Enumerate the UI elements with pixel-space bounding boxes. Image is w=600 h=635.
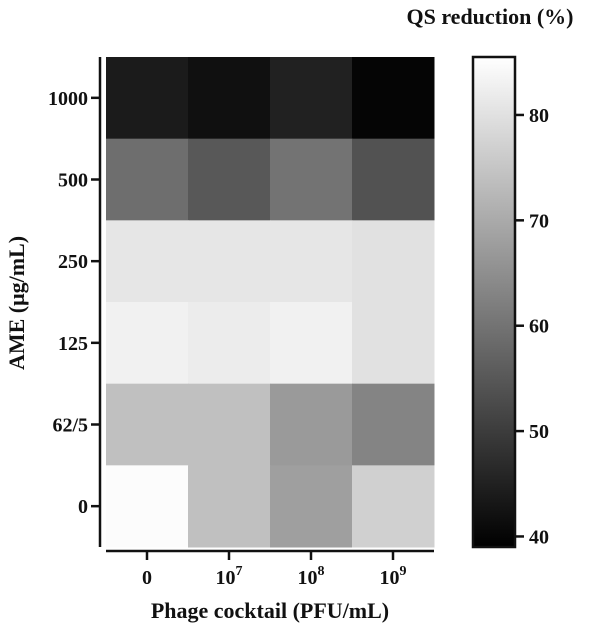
- heatmap-cell: [188, 138, 271, 221]
- heatmap-cell: [270, 302, 353, 385]
- heatmap-cell: [106, 57, 189, 140]
- heatmap-cell: [188, 57, 271, 140]
- heatmap-cell: [352, 465, 435, 548]
- colorbar-tick-label: 80: [529, 105, 549, 127]
- y-tick-label: 500: [58, 170, 88, 192]
- y-tick-label: 250: [58, 251, 88, 273]
- colorbar-tick-label: 70: [529, 210, 549, 232]
- x-tick-label: 107: [216, 564, 243, 589]
- heatmap-cell: [106, 138, 189, 221]
- heatmap-cell: [188, 383, 271, 466]
- heatmap-cell: [188, 465, 271, 548]
- heatmap-cell: [188, 302, 271, 385]
- y-axis-label: AME (μg/mL): [4, 236, 29, 370]
- y-tick-label: 0: [78, 496, 88, 518]
- heatmap-cell: [188, 220, 271, 303]
- heatmap-cell: [270, 138, 353, 221]
- heatmap-cell: [352, 57, 435, 140]
- heatmap-cell: [270, 57, 353, 140]
- x-tick-label: 109: [380, 564, 407, 589]
- heatmap-cells: [106, 57, 435, 548]
- heatmap-cell: [106, 383, 189, 466]
- heatmap-cell: [352, 220, 435, 303]
- heatmap-cell: [270, 383, 353, 466]
- y-tick-label: 1000: [48, 88, 88, 110]
- y-tick-label: 62/5: [52, 415, 88, 437]
- axes: 0 107 108 109 1000 500 250 125 62/5 0: [48, 57, 434, 589]
- heatmap-cell: [352, 383, 435, 466]
- heatmap-cell: [106, 465, 189, 548]
- colorbar: 40 50 60 70 80: [471, 55, 549, 549]
- x-tick-label: 0: [142, 567, 152, 589]
- colorbar-title: QS reduction (%): [406, 4, 573, 29]
- heatmap-cell: [352, 302, 435, 385]
- x-tick-label: 108: [298, 564, 325, 589]
- colorbar-tick-label: 50: [529, 421, 549, 443]
- heatmap-cell: [352, 138, 435, 221]
- colorbar-gradient: [471, 55, 517, 549]
- colorbar-tick-label: 60: [529, 316, 549, 338]
- heatmap-cell: [106, 220, 189, 303]
- colorbar-tick-label: 40: [529, 526, 549, 548]
- x-axis-label: Phage cocktail (PFU/mL): [151, 598, 389, 623]
- heatmap-cell: [106, 302, 189, 385]
- heatmap-cell: [270, 465, 353, 548]
- heatmap-cell: [270, 220, 353, 303]
- y-tick-label: 125: [58, 333, 88, 355]
